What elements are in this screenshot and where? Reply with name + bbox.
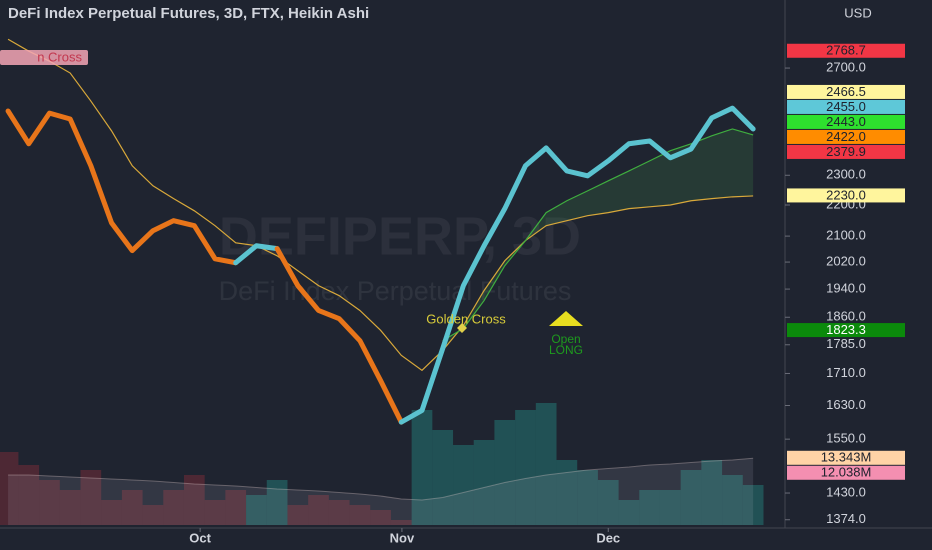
volume-bar [349, 505, 371, 525]
price-badge [787, 144, 905, 159]
volume-bar [639, 490, 660, 525]
y-tick-label: 1785.0 [826, 336, 866, 351]
watermark-subtitle: DeFi Index Perpetual Futures [219, 276, 572, 306]
y-tick-label: 2020.0 [826, 254, 866, 269]
volume-bar [515, 410, 536, 525]
volume-bar [204, 500, 226, 525]
volume-ma-line [8, 457, 754, 501]
price-badge-label: 2466.5 [826, 84, 866, 99]
price-badge [787, 99, 905, 114]
volume-bar [80, 470, 102, 525]
x-tick-label: Nov [390, 530, 415, 545]
price-badge [787, 84, 905, 99]
price-badge [787, 465, 905, 480]
price-badge-label: 13.343M [821, 450, 872, 465]
price-badge [787, 114, 905, 129]
price-badge [787, 129, 905, 144]
price-badge-label: 2422.0 [826, 129, 866, 144]
price-line [5, 108, 239, 266]
x-tick-label: Oct [189, 530, 211, 545]
y-tick-label: 1710.0 [826, 365, 866, 380]
volume-bar [287, 505, 309, 525]
y-tick-label: 1430.0 [826, 484, 866, 499]
volume-bar [701, 460, 723, 525]
price-badge-label: 2443.0 [826, 114, 866, 129]
volume-bar [742, 485, 764, 525]
chart-title: DeFi Index Perpetual Futures, 3D, FTX, H… [8, 5, 369, 22]
ma-band [442, 128, 754, 351]
volume-bar [18, 465, 40, 525]
moving-average-line [442, 128, 754, 342]
price-badge-label: 2379.9 [826, 144, 866, 159]
price-badge-label: 2230.0 [826, 187, 866, 202]
y-tick-label: 1860.0 [826, 309, 866, 324]
price-line [274, 246, 404, 425]
volume-bar [659, 490, 681, 525]
axes: 2700.02300.02200.02100.02020.01940.01860… [189, 43, 905, 545]
price-badge [787, 188, 905, 203]
volume-bar [246, 495, 267, 525]
death-cross-label: n Cross [37, 49, 82, 64]
volume-ma-area [8, 458, 754, 525]
plot [0, 38, 764, 525]
open-label: Open [551, 332, 580, 346]
volume-bar [39, 480, 60, 525]
price-badge-label: 2768.7 [826, 43, 866, 58]
volume-bar [225, 490, 247, 525]
x-tick-label: Dec [596, 530, 620, 545]
volume-bar [597, 480, 619, 525]
y-tick-label: 2100.0 [826, 228, 866, 243]
y-tick-label: 1550.0 [826, 431, 866, 446]
golden-cross-label: Golden Cross [426, 311, 506, 326]
volume-bar [101, 500, 122, 525]
volume-bar [308, 495, 329, 525]
y-tick-label: 1940.0 [826, 281, 866, 296]
y-tick-label: 1374.0 [826, 511, 866, 526]
volume-bar [370, 510, 391, 525]
volume-bar [328, 500, 350, 525]
price-badge [787, 323, 905, 338]
watermark: DEFIPERP, 3D [219, 206, 581, 266]
volume-bar [556, 460, 578, 525]
volume-bar [473, 440, 495, 525]
volume-bar [121, 490, 143, 525]
y-tick-label: 2300.0 [826, 167, 866, 182]
long-label: LONG [549, 343, 583, 357]
volume-bar [142, 505, 164, 525]
price-badge-label: 2455.0 [826, 99, 866, 114]
volume-bar [183, 475, 205, 525]
long-signal-triangle [549, 311, 583, 326]
volume-bar [453, 445, 474, 525]
y-tick-label: 1630.0 [826, 397, 866, 412]
price-line [233, 243, 280, 266]
price-badge [787, 43, 905, 58]
price-badge [787, 450, 905, 465]
volume-bar [59, 490, 81, 525]
volume-bar [266, 480, 288, 525]
moving-average-line [7, 38, 754, 372]
death-cross-box [0, 50, 88, 65]
volume-bar [577, 470, 598, 525]
price-line [398, 105, 756, 425]
y-tick-label: 2700.0 [826, 59, 866, 74]
volume-bar [722, 475, 743, 525]
volume-bar [432, 430, 454, 525]
volume-bar [680, 470, 702, 525]
volume-bar [163, 490, 184, 525]
volume-bar [390, 520, 412, 525]
golden-cross-marker [457, 323, 467, 333]
price-badge-label: 1823.3 [826, 322, 866, 337]
volume-bar [618, 500, 640, 525]
volume-bar [535, 403, 557, 525]
volume-bar [0, 452, 19, 525]
volume-bar [494, 420, 516, 525]
volume-bar [411, 410, 433, 525]
currency-label: USD [844, 5, 871, 20]
price-badge-label: 12.038M [821, 465, 872, 480]
